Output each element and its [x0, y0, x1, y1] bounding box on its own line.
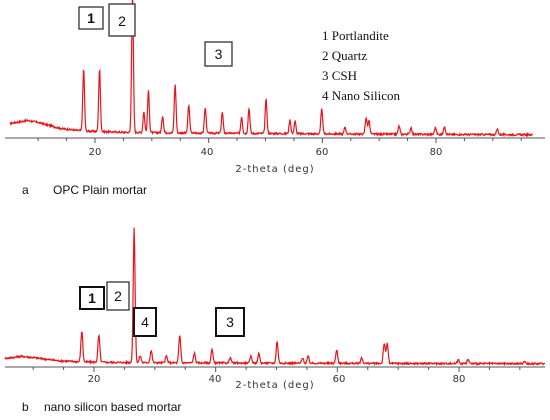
panel-b: 20 40 60 80 2-theta (deg) 1 2 4 3 b nano… [4, 227, 546, 414]
panel-a-xrd-trace [9, 0, 534, 138]
panel-a-marker-label-2: 2 [118, 13, 126, 29]
panel-a-ticks [37, 138, 522, 143]
legend-item-4: 4 Nano Silicon [322, 88, 400, 103]
panel-b-ticks [32, 367, 521, 372]
panel-b-marker-box-3 [215, 307, 245, 337]
panel-a-tick-label-80: 80 [430, 147, 443, 158]
panel-a-marker-box-1 [78, 6, 104, 30]
panel-b-tick-label-20: 20 [88, 374, 101, 385]
panel-b-caption: nano silicon based mortar [44, 400, 181, 414]
panel-a: 20 40 60 80 2-theta (deg) 1 2 3 1 Portla… [5, 0, 545, 197]
panel-b-marker-label-2: 2 [114, 288, 122, 304]
panel-a-tick-label-20: 20 [89, 147, 102, 158]
panel-a-marker-label-1: 1 [87, 10, 95, 26]
panel-a-marker-box-3 [204, 41, 233, 67]
panel-b-label: b [22, 400, 29, 414]
panel-b-marker-box-2 [106, 281, 130, 311]
panel-b-marker-label-3: 3 [226, 314, 234, 330]
panel-a-tick-label-40: 40 [201, 147, 214, 158]
panel-a-tick-label-60: 60 [316, 147, 329, 158]
panel-b-xrd-trace [4, 227, 546, 367]
panel-b-tick-label-80: 80 [453, 374, 466, 385]
panel-a-x-axis-label: 2-theta (deg) [235, 164, 314, 175]
panel-b-marker-box-1 [79, 286, 105, 310]
panel-a-label: a [22, 183, 29, 197]
panel-a-caption: OPC Plain mortar [53, 183, 147, 197]
legend-item-3: 3 CSH [322, 68, 357, 83]
panel-b-x-axis-label: 2-theta (deg) [235, 380, 314, 391]
panel-a-marker-box-2 [108, 3, 136, 37]
panel-b-marker-label-1: 1 [88, 290, 96, 306]
panel-b-tick-label-40: 40 [209, 374, 222, 385]
legend-item-2: 2 Quartz [322, 48, 367, 63]
panel-b-marker-label-4: 4 [141, 314, 149, 330]
panel-b-marker-box-4 [133, 307, 157, 337]
legend-item-1: 1 Portlandite [322, 28, 389, 43]
panel-b-tick-label-60: 60 [333, 374, 346, 385]
panel-a-marker-label-3: 3 [215, 46, 223, 62]
